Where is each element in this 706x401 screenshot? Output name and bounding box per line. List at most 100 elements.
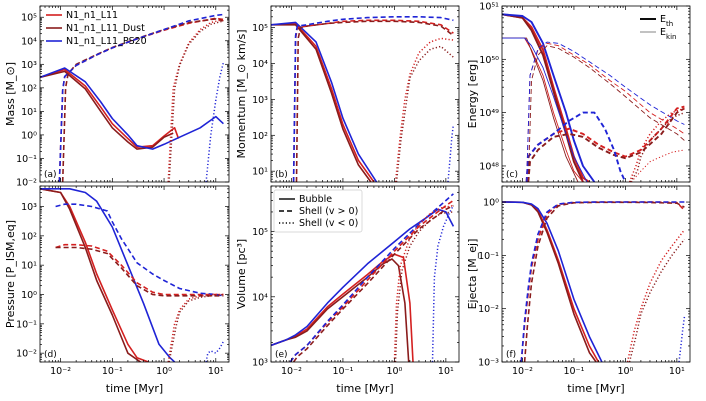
y-axis-label: Mass [M_⊙] (4, 62, 17, 126)
plot-frame (501, 5, 691, 183)
y-axis-label: Energy [erg] (466, 60, 479, 129)
y-tick-label: 10³ (252, 358, 268, 369)
y-tick-label: 10² (252, 131, 268, 142)
y-tick-label: 10⁰ (21, 130, 37, 141)
x-tick-label: 10⁻¹ (332, 366, 353, 377)
y-axis-label: Ejecta [M_ej] (466, 239, 479, 310)
panel-label: (c) (506, 170, 518, 180)
series-group (502, 13, 685, 182)
plot-frame (501, 185, 691, 363)
plot-frame (39, 185, 230, 363)
series-line-solid-N1_n1_L11_PS20 (502, 13, 596, 182)
series-line-dotted-N1_n1_L11 (394, 37, 454, 182)
plot-frame (39, 5, 230, 183)
series-line-dashed-N1_n1_L11_Dust (523, 201, 685, 362)
series-line-solid-N1_n1_L11 (502, 13, 590, 182)
series-line-dotted-N1_n1_L11 (628, 107, 685, 182)
series-line-solid-N1_n1_L11_Dust (271, 24, 372, 182)
series-line-dotted-N1_n1_L11_Dust (394, 211, 454, 362)
series-line-dashed-N1_n1_L11_Dust (527, 107, 685, 182)
series-line-dashed-N1_n1_L11_PS20 (520, 201, 685, 362)
y-tick-label: 10⁻³ (478, 358, 499, 369)
panel-label: (a) (44, 170, 57, 180)
y-tick-label: 10³ (21, 202, 37, 213)
series-line-dashed-N1_n1_L11_PS20 (292, 16, 454, 182)
series-line-solid-N1_n1_L11_Dust (40, 70, 174, 150)
series-line-dashed-N1_n1_L11_Dust (527, 45, 685, 182)
y-tick-label: 10⁴ (252, 59, 268, 70)
y-tick-label: 10⁵ (21, 13, 37, 24)
legend-entry: Shell (v < 0) (299, 218, 358, 229)
series-line-dotted-N1_n1_L11_PS20 (205, 341, 225, 362)
series-line-solid-N1_n1_L11_PS20 (502, 201, 603, 362)
y-tick-label: 10⁵¹ (479, 2, 499, 13)
x-axis-label: time [Myr] (567, 382, 624, 395)
y-tick-label: 10³ (252, 95, 268, 106)
y-axis-label: Volume [pc³] (235, 239, 248, 309)
x-tick-label: 10¹ (208, 366, 224, 377)
series-line-dashed-N1_n1_L11_PS20 (58, 13, 224, 182)
legend-entry: Shell (v > 0) (299, 206, 358, 217)
series-line-dashed-N1_n1_L11 (55, 243, 224, 296)
legend-entry: N1_n1_L11_Dust (66, 23, 145, 34)
series-group (502, 201, 686, 362)
series-line-dashed-N1_n1_L11_Dust (292, 204, 454, 362)
series-line-solid-N1_n1_L11_Dust (502, 201, 597, 362)
series-line-solid-N1_n1_L11_Dust (271, 258, 410, 362)
series-line-dotted-N1_n1_L11 (626, 229, 685, 362)
y-tick-label: 10⁵ (252, 23, 268, 34)
x-axis-label: time [Myr] (106, 382, 163, 395)
series-group (40, 13, 225, 182)
y-tick-label: 10⁻¹ (16, 319, 37, 330)
y-tick-label: 10⁴ (252, 292, 268, 303)
series-line-dotted-N1_n1_L11_PS20 (205, 62, 225, 182)
series-line-dashed-N1_n1_L11_Dust (55, 246, 224, 297)
legend-runs: N1_n1_L11 N1_n1_L11_Dust N1_n1_L11_PS20 (46, 10, 147, 47)
legend-entry: Eth (660, 14, 673, 28)
plot-frame (270, 185, 460, 363)
panel-label: (b) (275, 170, 288, 180)
x-tick-label: 10⁻² (50, 366, 71, 377)
y-tick-label: 10⁴⁹ (479, 108, 499, 119)
panel-d: 10⁻² 10⁻¹ 10⁰ 10¹ time [Myr] 10⁻² 10⁻¹ 10⁰ 10¹ 10… (4, 185, 230, 395)
panel-label: (e) (275, 350, 288, 360)
y-tick-label: 10⁻² (16, 178, 37, 189)
x-tick-label: 10⁻¹ (102, 366, 123, 377)
series-line-dotted-N1_n1_L11_Dust (628, 238, 685, 362)
legend-entry: N1_n1_L11 (66, 10, 118, 21)
series-group (40, 188, 225, 362)
y-tick-label: 10³ (21, 60, 37, 71)
y-tick-label: 10¹ (21, 261, 37, 272)
x-tick-label: 10⁻² (512, 366, 533, 377)
y-tick-label: 10¹ (21, 107, 37, 118)
panel-f: 10⁻² 10⁻¹ 10⁰ 10¹ time [Myr] 10⁻³ 10⁻² 10⁻¹ 10⁰ E… (466, 185, 691, 395)
panel-b: 10¹ 10² 10³ 10⁴ 10⁵ Momentum [M_⊙ km/s] (b) (235, 5, 460, 183)
panel-a: 10⁻² 10⁻¹ 10⁰ 10¹ 10² 10³ 10⁴ 10⁵ Mass [M_⊙] (a) (4, 5, 230, 189)
y-tick-label: 10⁰ (21, 290, 37, 301)
series-line-solid-N1_n1_L11_PS20 (40, 188, 176, 362)
series-line-solid-N1_n1_L11_Dust (502, 13, 584, 182)
y-axis-label: Momentum [M_⊙ km/s] (235, 30, 248, 159)
series-group (271, 16, 455, 182)
series-line-dashed-N1_n1_L11_PS20 (525, 111, 627, 182)
y-tick-label: 10⁰ (483, 198, 499, 209)
plot-frame (270, 5, 460, 183)
panel-label: (f) (506, 350, 516, 360)
series-line-solid-N1_n1_L11 (40, 68, 180, 148)
y-tick-label: 10⁵ (252, 227, 268, 238)
x-tick-label: 10⁰ (156, 366, 172, 377)
series-group (271, 193, 455, 362)
series-line-dotted-N1_n1_L11 (167, 293, 224, 362)
x-tick-label: 10¹ (669, 366, 685, 377)
series-line-dotted-N1_n1_L11_PS20 (447, 124, 455, 182)
legend-entry: N1_n1_L11_PS20 (66, 36, 147, 47)
series-line-dashed-N1_n1_L11 (525, 105, 685, 182)
x-axis-label: time [Myr] (336, 382, 393, 395)
x-tick-label: 10⁻¹ (563, 366, 584, 377)
y-axis-label: Pressure [P_ISM,eq] (4, 220, 17, 328)
series-line-dotted-N1_n1_L11_PS20 (678, 316, 686, 362)
series-line-dotted-N1_n1_L11_Dust (168, 20, 224, 182)
